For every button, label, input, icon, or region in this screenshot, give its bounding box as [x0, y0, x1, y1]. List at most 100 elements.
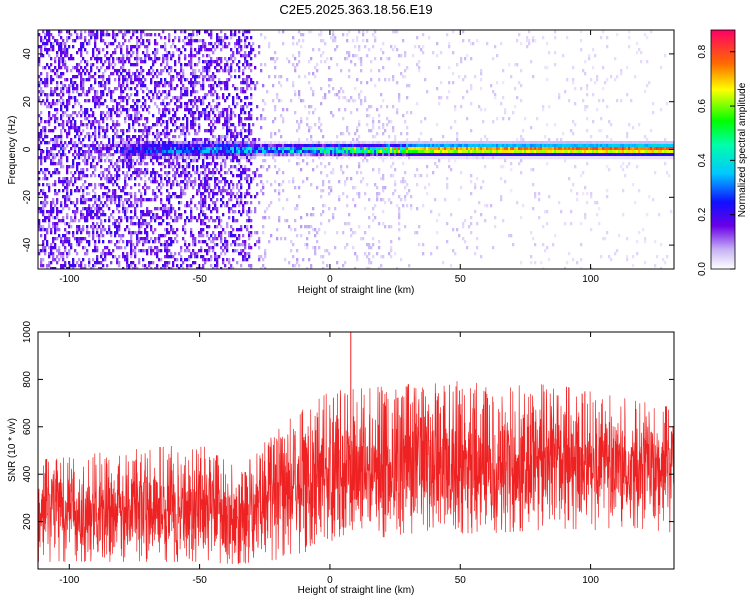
heatmap-cell — [378, 156, 381, 160]
heatmap-cell — [152, 261, 155, 265]
heatmap-cell — [168, 111, 171, 115]
heatmap-cell — [214, 141, 217, 145]
heatmap-cell — [56, 138, 59, 142]
heatmap-cell — [134, 183, 137, 187]
heatmap-cell — [88, 99, 91, 103]
heatmap-cell — [116, 183, 119, 187]
heatmap-cell — [330, 78, 333, 82]
heatmap-cell — [104, 99, 107, 103]
heatmap-cell — [142, 249, 145, 253]
heatmap-cell — [100, 126, 103, 130]
heatmap-cell — [68, 102, 71, 106]
heatmap-cell — [244, 102, 247, 106]
heatmap-cell — [334, 147, 337, 151]
heatmap-cell — [208, 246, 211, 250]
heatmap-cell — [64, 261, 67, 265]
heatmap-cell — [212, 78, 215, 82]
heatmap-cell — [256, 147, 259, 151]
heatmap-cell — [78, 141, 81, 145]
heatmap-cell — [200, 87, 203, 91]
heatmap-cell — [176, 195, 179, 199]
heatmap-cell — [338, 150, 341, 154]
heatmap-cell — [70, 138, 73, 142]
heatmap-cell — [386, 105, 389, 109]
heatmap-cell — [48, 114, 51, 118]
heatmap-cell — [140, 69, 143, 73]
heatmap-cell — [382, 198, 385, 202]
heatmap-cell — [82, 183, 85, 187]
heatmap-cell — [266, 150, 269, 154]
heatmap-cell — [84, 60, 87, 64]
heatmap-cell — [70, 201, 73, 205]
heatmap-cell — [130, 219, 133, 223]
heatmap-cell — [168, 231, 171, 235]
heatmap-cell — [232, 174, 235, 178]
heatmap-cell — [244, 123, 247, 127]
heatmap-cell — [144, 189, 147, 193]
heatmap-cell — [216, 258, 219, 262]
heatmap-cell — [116, 159, 119, 163]
heatmap-cell — [84, 30, 87, 34]
heatmap-cell — [150, 249, 153, 253]
heatmap-cell — [250, 210, 253, 214]
heatmap-cell — [144, 129, 147, 133]
heatmap-cell — [104, 252, 107, 256]
heatmap-cell — [108, 111, 111, 115]
heatmap-cell — [112, 36, 115, 40]
heatmap-cell — [242, 243, 245, 247]
heatmap-cell — [238, 30, 241, 34]
heatmap-cell — [46, 177, 49, 181]
heatmap-cell — [88, 120, 91, 124]
heatmap-cell — [238, 39, 241, 43]
heatmap-cell — [212, 51, 215, 55]
heatmap-cell — [124, 213, 127, 217]
heatmap-cell — [186, 165, 189, 169]
heatmap-cell — [272, 99, 275, 103]
heatmap-cell — [236, 96, 239, 100]
heatmap-cell — [366, 39, 369, 43]
heatmap-cell — [132, 108, 135, 112]
heatmap-cell — [358, 120, 361, 124]
heatmap-cell — [356, 153, 359, 157]
heatmap-cell — [144, 99, 147, 103]
heatmap-cell — [134, 108, 137, 112]
heatmap-cell — [154, 135, 157, 139]
heatmap-cell — [216, 57, 219, 61]
heatmap-cell — [66, 180, 69, 184]
heatmap-cell — [114, 189, 117, 193]
heatmap-cell — [298, 138, 301, 142]
heatmap-cell — [318, 120, 321, 124]
heatmap-cell — [138, 183, 141, 187]
heatmap-cell — [352, 231, 355, 235]
heatmap-cell — [58, 171, 61, 175]
heatmap-cell — [102, 204, 105, 208]
heatmap-cell — [214, 192, 217, 196]
heatmap-cell — [116, 258, 119, 262]
heatmap-cell — [196, 132, 199, 136]
heatmap-cell — [160, 93, 163, 97]
heatmap-cell — [140, 204, 143, 208]
heatmap-cell — [98, 147, 101, 151]
heatmap-cell — [108, 228, 111, 232]
heatmap-cell — [180, 51, 183, 55]
heatmap-cell — [136, 51, 139, 55]
heatmap-cell — [184, 141, 187, 145]
heatmap-cell — [212, 45, 215, 49]
heatmap-cell — [282, 147, 285, 151]
heatmap-cell — [230, 147, 233, 151]
heatmap-cell — [206, 78, 209, 82]
heatmap-cell — [170, 54, 173, 58]
heatmap-cell — [90, 210, 93, 214]
heatmap-cell — [200, 180, 203, 184]
heatmap-cell — [368, 150, 371, 154]
heatmap-cell — [112, 57, 115, 61]
heatmap-cell — [98, 234, 101, 238]
heatmap-cell — [330, 141, 333, 145]
heatmap-cell — [370, 156, 373, 160]
heatmap-cell — [348, 213, 351, 217]
heatmap-cell — [38, 222, 41, 226]
heatmap-cell — [54, 39, 57, 43]
heatmap-cell — [60, 162, 63, 166]
heatmap-cell — [124, 258, 127, 262]
